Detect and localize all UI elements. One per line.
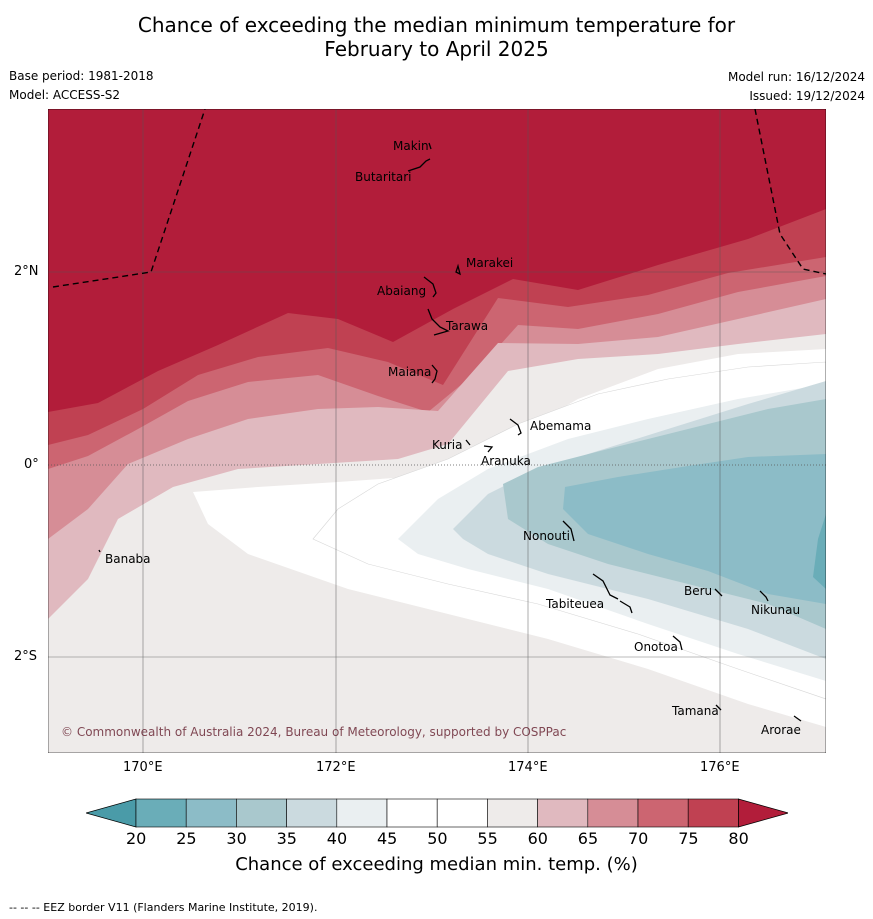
- label-banaba: Banaba: [105, 552, 151, 566]
- lon-label-176e: 176°E: [700, 760, 740, 775]
- label-abemama: Abemama: [530, 419, 591, 433]
- colorbar-bin-35-40: [286, 798, 338, 828]
- copyright-text: © Commonwealth of Australia 2024, Bureau…: [61, 725, 566, 739]
- label-onotoa: Onotoa: [634, 640, 678, 654]
- island-abemama: [509, 418, 522, 436]
- graticule: [48, 109, 826, 753]
- island-butaritari: [407, 158, 431, 172]
- label-maiana: Maiana: [388, 365, 431, 379]
- island-banaba: [98, 549, 101, 553]
- label-abaiang: Abaiang: [377, 284, 426, 298]
- colorbar-bin-65-70: [587, 798, 639, 828]
- probability-contours: [48, 209, 826, 753]
- island-kuria: [465, 439, 471, 446]
- lat-label-0: 0°: [24, 457, 39, 472]
- eez-border-east: [754, 109, 826, 275]
- colorbar-bin-45-50: [386, 798, 438, 828]
- island-maiana: [431, 364, 438, 384]
- island-makin: [428, 142, 432, 150]
- label-nikunau: Nikunau: [751, 603, 800, 617]
- colorbar-bin-25-30: [185, 798, 237, 828]
- lat-label-2n: 2°N: [14, 264, 39, 279]
- contour-25-30: [563, 454, 826, 604]
- island-nonouti: [562, 520, 575, 542]
- island-arorae: [793, 715, 802, 722]
- colorbar-tick-35: 35: [276, 829, 297, 848]
- label-arorae: Arorae: [761, 723, 801, 737]
- colorbar-extend-high: [738, 798, 788, 828]
- island-nikunau: [759, 590, 769, 602]
- map-title-line1: Chance of exceeding the median minimum t…: [137, 13, 736, 37]
- colorbar-tick-60: 60: [527, 829, 548, 848]
- colorbar-tick-55: 55: [477, 829, 498, 848]
- colorbar-tick-25: 25: [176, 829, 197, 848]
- base-period-text: Base period: 1981-2018: [9, 69, 154, 83]
- lon-label-174e: 174°E: [508, 760, 548, 775]
- label-tabiteuea: Tabiteuea: [545, 597, 604, 611]
- colorbar-tick-20: 20: [126, 829, 147, 848]
- colorbar-extend-low: [86, 798, 137, 828]
- issued-text: Issued: 19/12/2024: [749, 89, 865, 103]
- lat-label-2s: 2°S: [14, 649, 38, 664]
- colorbar-bin-20-25: [135, 798, 187, 828]
- label-tamana: Tamana: [671, 704, 719, 718]
- lon-label-170e: 170°E: [123, 760, 163, 775]
- eez-border-west: [52, 109, 206, 288]
- colorbar-tick-65: 65: [577, 829, 599, 848]
- island-tarawa: [427, 308, 450, 336]
- colorbar-tick-45: 45: [377, 829, 398, 848]
- colorbar-label: Chance of exceeding median min. temp. (%…: [235, 854, 638, 875]
- place-labels: Makin Butaritari Marakei Abaiang Tarawa …: [105, 139, 801, 737]
- colorbar: [86, 798, 788, 828]
- colorbar-bin-75-80: [687, 798, 739, 828]
- colorbar-bin-70-75: [637, 798, 689, 828]
- island-onotoa: [672, 635, 683, 651]
- label-aranuka: Aranuka: [481, 454, 531, 468]
- island-beru: [714, 588, 723, 597]
- colorbar-tick-80: 80: [728, 829, 749, 848]
- colorbar-bin-40-45: [336, 798, 388, 828]
- model-run-text: Model run: 16/12/2024: [727, 70, 865, 84]
- contour-20-25: [813, 514, 826, 589]
- colorbar-tick-50: 50: [427, 829, 448, 848]
- colorbar-tick-70: 70: [628, 829, 649, 848]
- label-tarawa: Tarawa: [445, 319, 488, 333]
- colorbar-tick-30: 30: [226, 829, 247, 848]
- model-text: Model: ACCESS-S2: [9, 88, 121, 102]
- colorbar-bin-30-35: [236, 798, 287, 828]
- island-outlines: [98, 142, 802, 722]
- island-tabiteuea: [592, 573, 633, 614]
- island-tamana: [715, 704, 722, 711]
- island-aranuka: [483, 445, 494, 453]
- island-marakei: [455, 263, 461, 276]
- label-marakei: Marakei: [466, 256, 513, 270]
- colorbar-bin-55-60: [487, 798, 538, 828]
- colorbar-bin-50-55: [436, 798, 488, 828]
- colorbar-tick-40: 40: [326, 829, 348, 848]
- map-title-line2: February to April 2025: [324, 37, 549, 61]
- colorbar-tick-75: 75: [678, 829, 699, 848]
- forecast-map: Makin Butaritari Marakei Abaiang Tarawa …: [48, 109, 826, 753]
- eez-footnote: -- -- -- EEZ border V11 (Flanders Marine…: [9, 901, 318, 914]
- label-beru: Beru: [684, 584, 712, 598]
- label-kuria: Kuria: [432, 438, 463, 452]
- label-butaritari: Butaritari: [355, 170, 412, 184]
- island-abaiang: [423, 276, 437, 298]
- label-makin: Makin: [393, 139, 429, 153]
- lon-label-172e: 172°E: [316, 760, 356, 775]
- colorbar-bin-60-65: [537, 798, 589, 828]
- label-nonouti: Nonouti: [523, 529, 570, 543]
